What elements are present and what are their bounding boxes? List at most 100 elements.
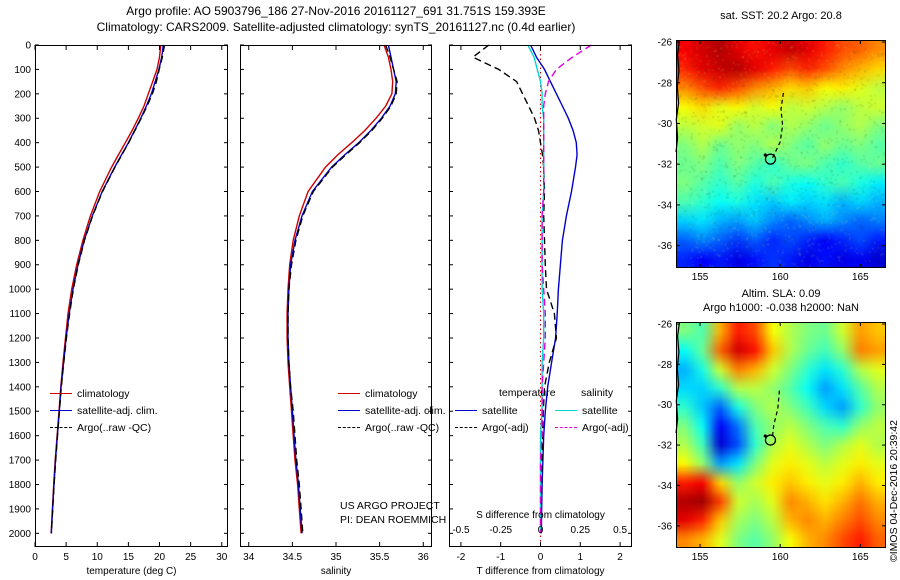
y-tick-label: 1500: [9, 407, 32, 418]
series-climatology: [50, 44, 162, 534]
legend-label-s-satellite: satellite: [582, 404, 618, 417]
legend-header-salinity: salinity: [581, 387, 614, 399]
legend-row: Argo(-adj): [455, 419, 556, 436]
lat-tick-label: -32: [658, 441, 673, 452]
s-tick-label: -0.5: [452, 525, 470, 536]
climatology-line-sample: [338, 393, 360, 394]
series-climatology: [286, 44, 394, 534]
x-tick-label: 20: [154, 552, 166, 563]
difference-plot: -2 -1 0 1 2 T difference from climatology S di…: [449, 44, 632, 577]
y-tick-label: 300: [14, 114, 31, 125]
legend-label-climatology: climatology: [365, 387, 418, 400]
pi-annotation: PI: DEAN ROEMMICH: [340, 514, 447, 526]
satellite-clim-line-sample: [338, 410, 360, 411]
sst-map-panel: 155 160 165 -26 -28 -30 -32 -34 -36: [658, 38, 886, 283]
argo-position-marker: [764, 153, 777, 165]
legend-row: satellite: [555, 402, 629, 419]
x-tick-label: 34.5: [283, 552, 303, 563]
s-axis-label: S difference from climatology: [476, 510, 605, 521]
sla-map-title-line1: Altim. SLA: 0.09: [741, 288, 821, 300]
temperature-profile-panel: 0 5 10 15 20 25 30 0 100 200 300 400 500 600 700 800 900…: [9, 41, 228, 577]
y-tick-label: 800: [14, 236, 31, 247]
difference-panel: -2 -1 0 1 2 T difference from climatology S di…: [449, 44, 632, 577]
x-tick-label: -1: [496, 552, 505, 563]
x-axis-label: temperature (deg C): [86, 566, 176, 577]
lat-tick-label: -30: [658, 400, 673, 411]
salinity-plot: 34 34.5 35 35.5 36 salinity: [240, 44, 432, 577]
axes-border: [240, 45, 432, 547]
legend-label-satellite-clim: satellite-adj. clim.: [365, 404, 446, 417]
series-s-satellite: [527, 44, 545, 534]
y-tick-label: 1700: [9, 456, 32, 467]
s-tick-label: 0: [538, 525, 544, 536]
x-tick-label: 35: [330, 552, 342, 563]
series-satellite-adj-clim-: [50, 44, 164, 534]
axes-border: [35, 45, 228, 547]
lon-tick-label: 165: [852, 272, 869, 283]
argo-raw-line-sample: [338, 427, 360, 428]
sst-map-title: sat. SST: 20.2 Argo: 20.8: [720, 10, 842, 22]
series-argo-raw-qc-: [287, 44, 398, 534]
salinity-profile-panel: 34 34.5 35 35.5 36 salinity climatology satel…: [240, 44, 446, 577]
salinity-legend: climatology satellite-adj. clim. Argo(..…: [338, 385, 446, 436]
legend-row: Argo(..raw -QC): [338, 419, 446, 436]
y-tick-label: 1900: [9, 504, 32, 515]
coastline: [675, 39, 681, 153]
series-s-argo-adj-: [539, 44, 592, 534]
lon-tick-label: 160: [772, 272, 789, 283]
series-satellite-adj-clim-: [287, 44, 397, 534]
y-tick-label: 100: [14, 65, 31, 76]
x-tick-label: 5: [63, 552, 69, 563]
lat-tick-label: -36: [658, 521, 673, 532]
y-tick-label: 1600: [9, 431, 32, 442]
x-tick-label: 25: [185, 552, 197, 563]
t-satellite-line-sample: [455, 410, 477, 411]
lat-tick-label: -32: [658, 160, 673, 171]
lon-tick-label: 165: [852, 552, 869, 563]
sla-map-title-line2: Argo h1000: -0.038 h2000: NaN: [703, 302, 859, 314]
y-tick-label: 900: [14, 260, 31, 271]
lat-tick-label: -28: [658, 360, 673, 371]
float-track: [771, 92, 784, 159]
figure-title-line2: Climatology: CARS2009. Satellite-adjuste…: [96, 20, 576, 34]
sla-map-panel: 155 160 165 -26 -28 -30 -32 -34 -36: [658, 320, 886, 563]
legend-row: Argo(..raw -QC): [50, 419, 158, 436]
s-satellite-line-sample: [555, 410, 577, 411]
x-tick-label: 34: [243, 552, 255, 563]
lat-tick-label: -26: [658, 38, 673, 49]
series-t-satellite: [529, 44, 578, 534]
lat-tick-label: -34: [658, 200, 673, 211]
legend-label-climatology: climatology: [77, 387, 130, 400]
y-tick-label: 1800: [9, 480, 32, 491]
y-tick-label: 1400: [9, 382, 32, 393]
s-tick-label: 0.25: [571, 525, 591, 536]
x-tick-label: 0: [538, 552, 544, 563]
s-tick-label: -0.25: [489, 525, 512, 536]
sla-map-overlay: 155 160 165 -26 -28 -30 -32 -34 -36: [658, 320, 886, 563]
y-tick-label: 400: [14, 138, 31, 149]
legend-label-s-argo: Argo(-adj): [582, 421, 629, 434]
x-tick-label: -2: [456, 552, 465, 563]
y-tick-label: 700: [14, 211, 31, 222]
s-argo-line-sample: [555, 427, 577, 428]
t-argo-line-sample: [455, 427, 477, 428]
x-axis-label: T difference from climatology: [476, 566, 604, 577]
climatology-line-sample: [50, 393, 72, 394]
imos-copyright: ©IMOS 04-Dec-2016 20:39:42: [888, 420, 900, 562]
sla-heatmap-canvas: [676, 322, 886, 548]
lat-tick-label: -28: [658, 78, 673, 89]
argo-raw-line-sample: [50, 427, 72, 428]
legend-label-argo-raw: Argo(..raw -QC): [77, 421, 152, 434]
legend-header-temperature: temperature: [499, 387, 556, 399]
legend-label-t-satellite: satellite: [482, 404, 518, 417]
legend-label-satellite-clim: satellite-adj. clim.: [77, 404, 158, 417]
y-tick-label: 200: [14, 89, 31, 100]
lat-tick-label: -34: [658, 481, 673, 492]
y-tick-label: 2000: [9, 529, 32, 540]
sst-heatmap-canvas: [676, 40, 886, 268]
y-tick-label: 500: [14, 163, 31, 174]
lon-tick-label: 155: [692, 552, 709, 563]
x-tick-label: 0: [32, 552, 38, 563]
x-tick-label: 30: [216, 552, 228, 563]
